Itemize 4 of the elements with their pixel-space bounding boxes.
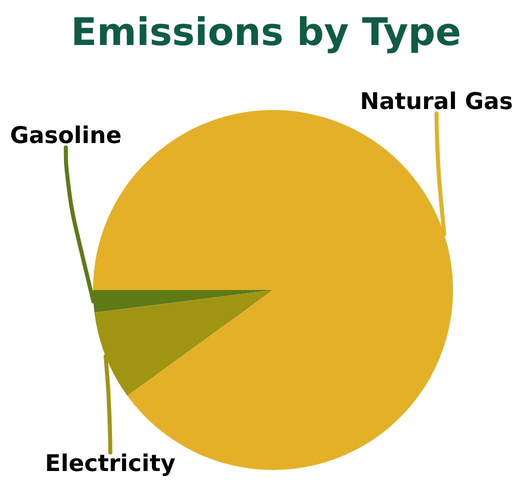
slice-label: Gasoline [10, 123, 122, 149]
slice-label: Electricity [45, 451, 176, 477]
slice-label: Natural Gas [360, 89, 513, 115]
chart-title: Emissions by Type [70, 10, 462, 54]
